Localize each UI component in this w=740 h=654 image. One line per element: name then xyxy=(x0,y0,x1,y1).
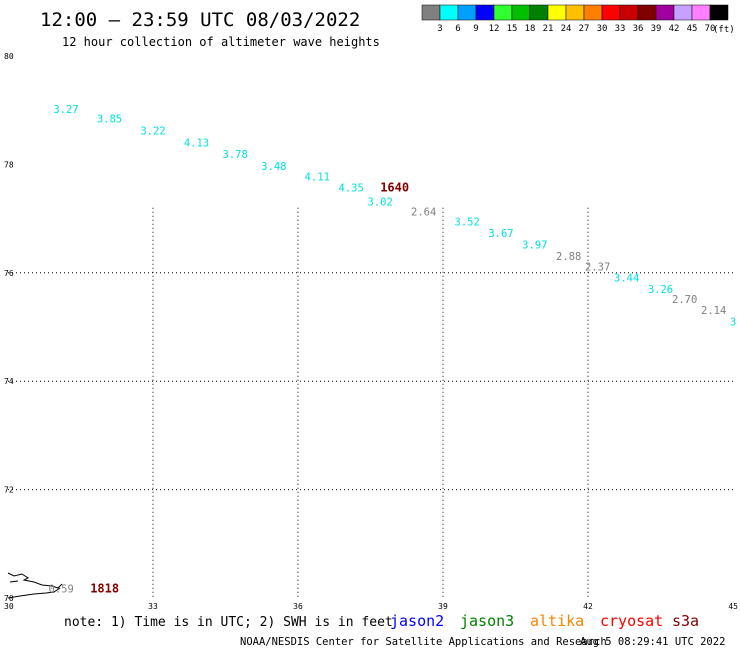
legend-label: 3 xyxy=(437,24,442,34)
legend-label: 21 xyxy=(543,24,554,34)
wave-height-value: 3.97 xyxy=(522,239,547,251)
pass-time-labels: 1640 1818 xyxy=(90,181,409,596)
legend-swatch xyxy=(637,4,657,21)
longitude-label: 42 xyxy=(583,602,593,611)
coastline xyxy=(7,572,63,599)
latitude-labels: 80 78 76 74 72 70 xyxy=(4,52,14,603)
wave-height-value: 3.85 xyxy=(97,114,122,126)
wave-height-value: 3.78 xyxy=(223,149,248,161)
legend-swatch xyxy=(655,4,675,21)
legend-swatch xyxy=(601,4,621,21)
legend-swatch xyxy=(619,4,639,21)
wave-height-values: 3.27 3.85 3.22 4.13 3.78 3.48 4.11 4.35 3.02 2.64… xyxy=(49,104,737,596)
figure-title: 12:00 – 23:59 UTC 08/03/2022 xyxy=(40,9,360,31)
legend-swatch xyxy=(475,4,495,21)
legend-swatch xyxy=(547,4,567,21)
longitude-label: 33 xyxy=(148,602,158,611)
legend-swatch xyxy=(583,4,603,21)
wave-height-value: 3.02 xyxy=(368,197,393,209)
legend-swatch xyxy=(493,4,513,21)
wave-height-value: 0.59 xyxy=(49,584,74,596)
legend-swatch xyxy=(673,4,693,21)
legend-label: 42 xyxy=(669,24,680,34)
figure-subtitle: 12 hour collection of altimeter wave hei… xyxy=(62,35,380,49)
pass-time-label: 1640 xyxy=(380,181,409,195)
longitude-label: 36 xyxy=(293,602,303,611)
wave-height-value: 3.27 xyxy=(53,104,78,116)
legend-label: 30 xyxy=(597,24,608,34)
legend-label: 39 xyxy=(651,24,662,34)
wave-height-value: 4.11 xyxy=(305,172,330,184)
legend-swatch xyxy=(565,4,585,21)
legend-label: 33 xyxy=(615,24,626,34)
wave-height-value: 3 xyxy=(730,316,736,328)
wave-height-value: 3.52 xyxy=(455,217,480,229)
legend-label: 24 xyxy=(561,24,572,34)
latitude-label: 72 xyxy=(4,486,14,495)
latitude-label: 78 xyxy=(4,160,14,169)
latitude-label: 76 xyxy=(4,269,14,278)
legend-label: 36 xyxy=(633,24,644,34)
satellite-name: cryosat xyxy=(600,612,663,630)
wave-height-value: 4.13 xyxy=(184,138,209,150)
footer-note: note: 1) Time is in UTC; 2) SWH is in fe… xyxy=(64,615,393,630)
wave-height-value: 2.37 xyxy=(585,262,610,274)
footer-timestamp: Aug 5 08:29:41 UTC 2022 xyxy=(580,636,725,648)
wave-height-value: 3.22 xyxy=(140,126,165,138)
longitude-label: 39 xyxy=(438,602,448,611)
satellite-name: s3a xyxy=(672,612,699,630)
legend-swatch xyxy=(421,4,441,21)
pass-time-label: 1818 xyxy=(90,582,119,596)
wave-height-value: 2.14 xyxy=(701,305,726,317)
wave-height-color-legend: 3 6 9 12 15 18 21 24 27 30 33 36 39 42 45 70 xyxy=(421,4,729,34)
satellite-legend: jason2 jason3 altika cryosat s3a xyxy=(390,612,699,630)
legend-label: 18 xyxy=(525,24,536,34)
latitude-label: 70 xyxy=(4,594,14,603)
legend-label: 15 xyxy=(507,24,518,34)
wave-height-value: 4.35 xyxy=(339,183,364,195)
wave-height-value: 3.48 xyxy=(261,161,286,173)
satellite-name: jason3 xyxy=(460,612,514,630)
legend-label: 9 xyxy=(473,24,478,34)
legend-label: 27 xyxy=(579,24,590,34)
latitude-label: 80 xyxy=(4,52,14,61)
latitude-label: 74 xyxy=(4,377,14,386)
legend-label: 12 xyxy=(489,24,500,34)
legend-swatch xyxy=(511,4,531,21)
longitude-label: 45 xyxy=(728,602,738,611)
legend-swatch xyxy=(457,4,477,21)
wave-height-value: 3.67 xyxy=(488,228,513,240)
longitude-labels: 30 33 36 39 42 45 xyxy=(4,602,738,611)
satellite-name: altika xyxy=(530,612,584,630)
legend-label: 70 xyxy=(705,24,716,34)
lat-lon-grid xyxy=(8,207,733,598)
legend-unit: (ft) xyxy=(713,25,735,35)
wave-height-value: 2.64 xyxy=(411,206,436,218)
longitude-label: 30 xyxy=(4,602,14,611)
legend-swatch xyxy=(691,4,711,21)
legend-swatch xyxy=(439,4,459,21)
wave-height-value: 2.70 xyxy=(672,294,697,306)
satellite-name: jason2 xyxy=(390,612,444,630)
legend-label: 45 xyxy=(687,24,698,34)
wave-height-value: 2.88 xyxy=(556,251,581,263)
legend-swatch xyxy=(709,4,729,21)
legend-label: 6 xyxy=(455,24,460,34)
footer-credit: NOAA/NESDIS Center for Satellite Applica… xyxy=(240,636,607,648)
wave-height-value: 3.44 xyxy=(614,272,639,284)
wave-height-value: 3.26 xyxy=(648,284,673,296)
legend-swatch xyxy=(529,4,549,21)
